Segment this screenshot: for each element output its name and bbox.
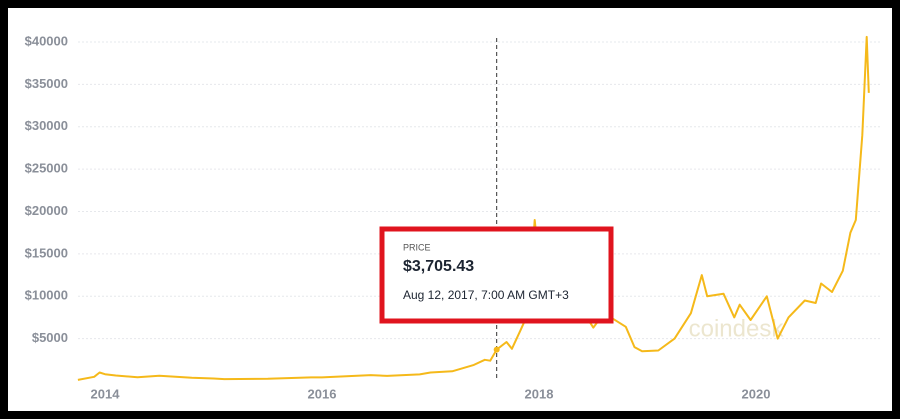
- y-tick-label: $30000: [25, 118, 68, 133]
- y-tick-label: $5000: [32, 330, 68, 345]
- y-tick-label: $40000: [25, 33, 68, 48]
- tooltip-label: PRICE: [403, 242, 431, 252]
- y-tick-label: $10000: [25, 288, 68, 303]
- y-tick-label: $15000: [25, 245, 68, 260]
- watermark: coindesk: [689, 315, 785, 342]
- tooltip-box: [379, 226, 614, 324]
- tooltip-value: $3,705.43: [403, 258, 474, 275]
- tooltip-date: Aug 12, 2017, 7:00 AM GMT+3: [403, 288, 569, 302]
- x-tick-label: 2020: [742, 386, 771, 401]
- x-tick-label: 2018: [525, 386, 554, 401]
- plot-background: [8, 8, 892, 411]
- y-tick-label: $35000: [25, 76, 68, 91]
- y-tick-label: $25000: [25, 161, 68, 176]
- y-tick-label: $20000: [25, 203, 68, 218]
- hover-point: [493, 346, 500, 353]
- x-tick-label: 2014: [91, 386, 121, 401]
- x-tick-label: 2016: [308, 386, 337, 401]
